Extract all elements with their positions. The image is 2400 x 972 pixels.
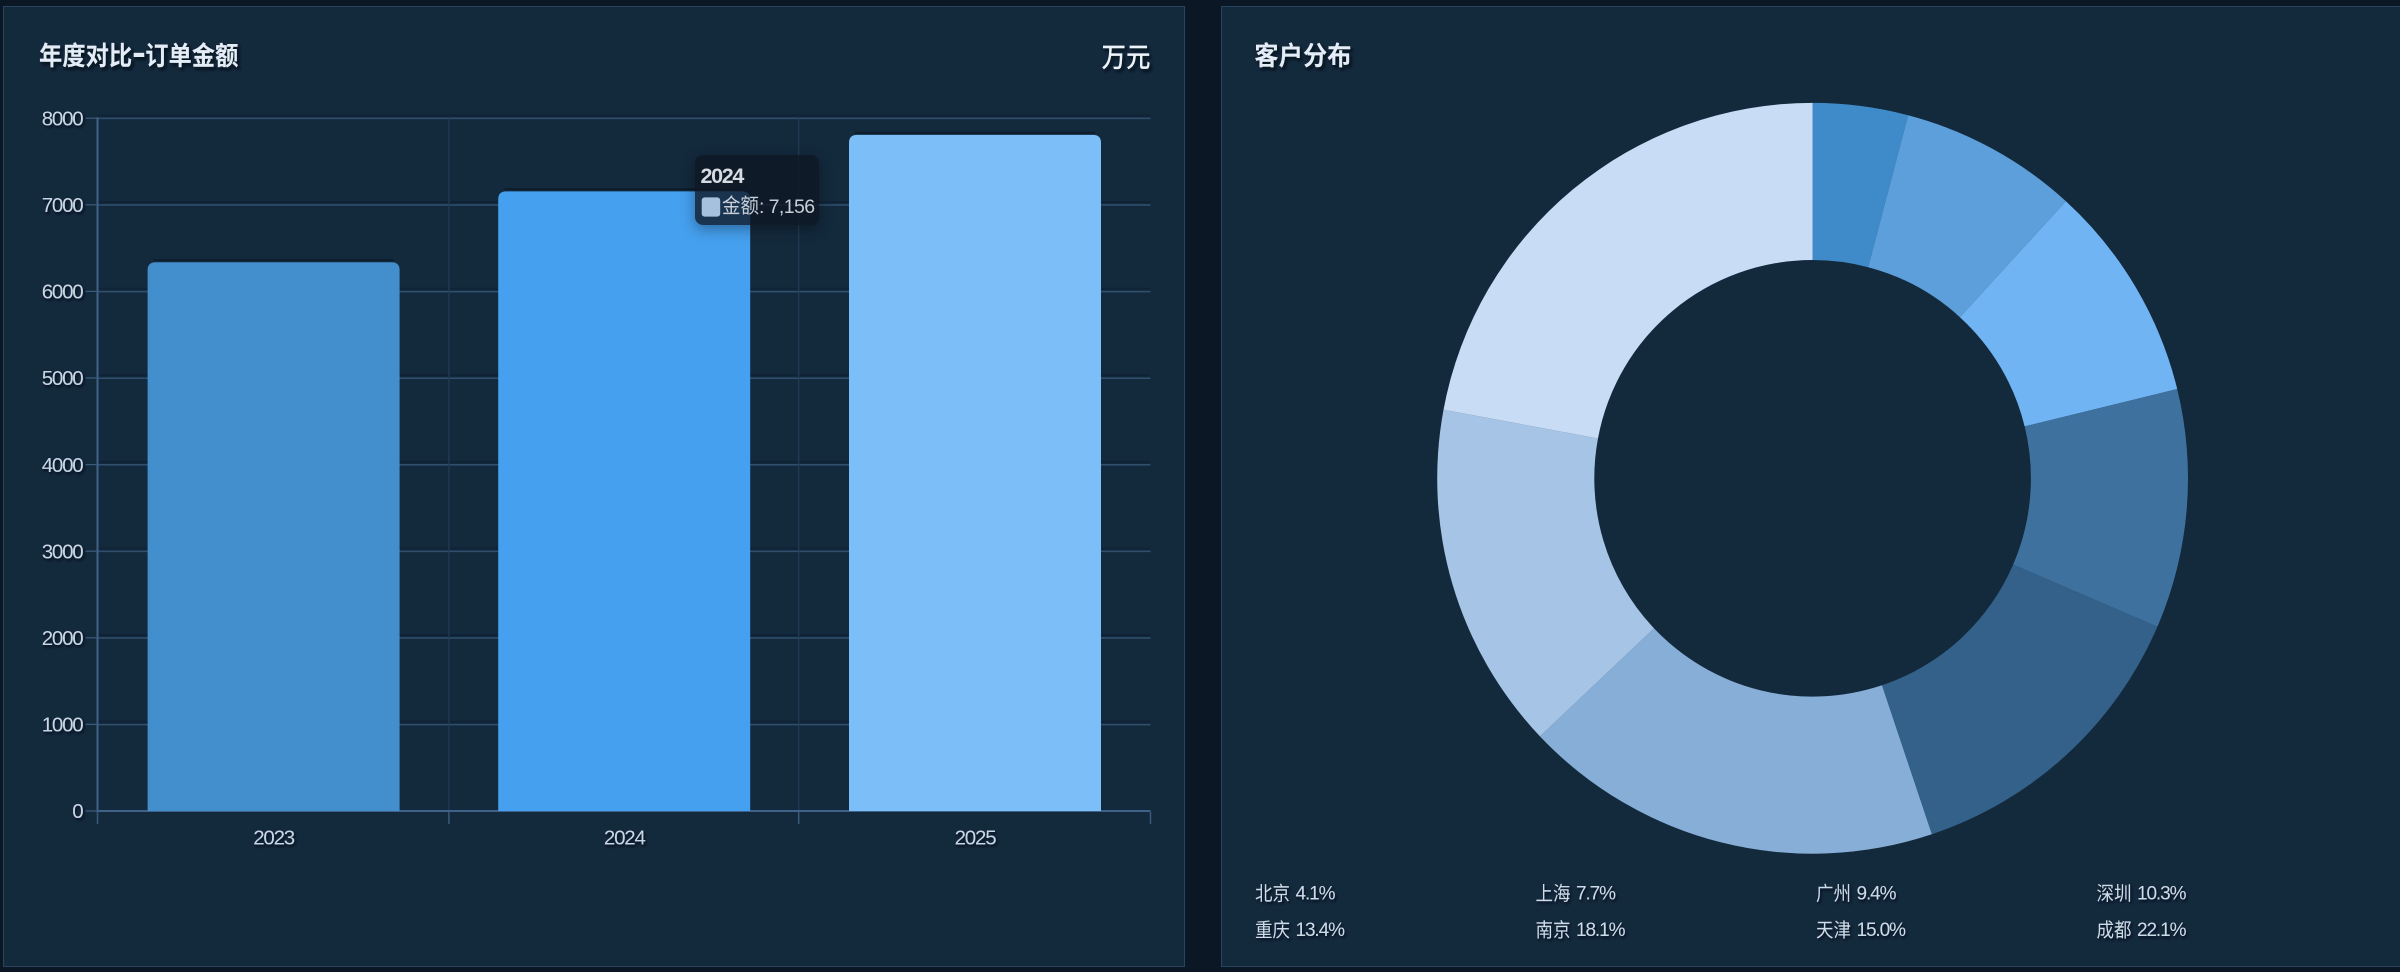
svg-text:4000: 4000: [42, 454, 84, 477]
svg-text:10.3%: 10.3%: [2137, 884, 2187, 905]
svg-text:15.0%: 15.0%: [1857, 920, 1907, 941]
svg-text:22.1%: 22.1%: [2137, 920, 2187, 941]
svg-text:2000: 2000: [42, 627, 84, 650]
svg-text:: 7,156: : 7,156: [759, 196, 814, 218]
svg-text:7000: 7000: [42, 194, 84, 217]
svg-text:5000: 5000: [42, 367, 84, 390]
svg-text:2024: 2024: [700, 164, 744, 188]
svg-text:18.1%: 18.1%: [1576, 920, 1626, 941]
svg-text:2024: 2024: [604, 827, 646, 850]
svg-text:3000: 3000: [42, 540, 84, 563]
svg-text:4.1%: 4.1%: [1296, 884, 1336, 905]
svg-text:0: 0: [72, 800, 83, 823]
svg-text:2025: 2025: [955, 827, 997, 850]
svg-text:2023: 2023: [253, 827, 295, 850]
svg-text:7.7%: 7.7%: [1576, 884, 1616, 905]
svg-text:13.4%: 13.4%: [1296, 920, 1346, 941]
svg-text:9.4%: 9.4%: [1857, 884, 1897, 905]
svg-text:6000: 6000: [42, 281, 84, 304]
svg-text:1000: 1000: [42, 714, 84, 737]
svg-text:8000: 8000: [42, 107, 84, 130]
